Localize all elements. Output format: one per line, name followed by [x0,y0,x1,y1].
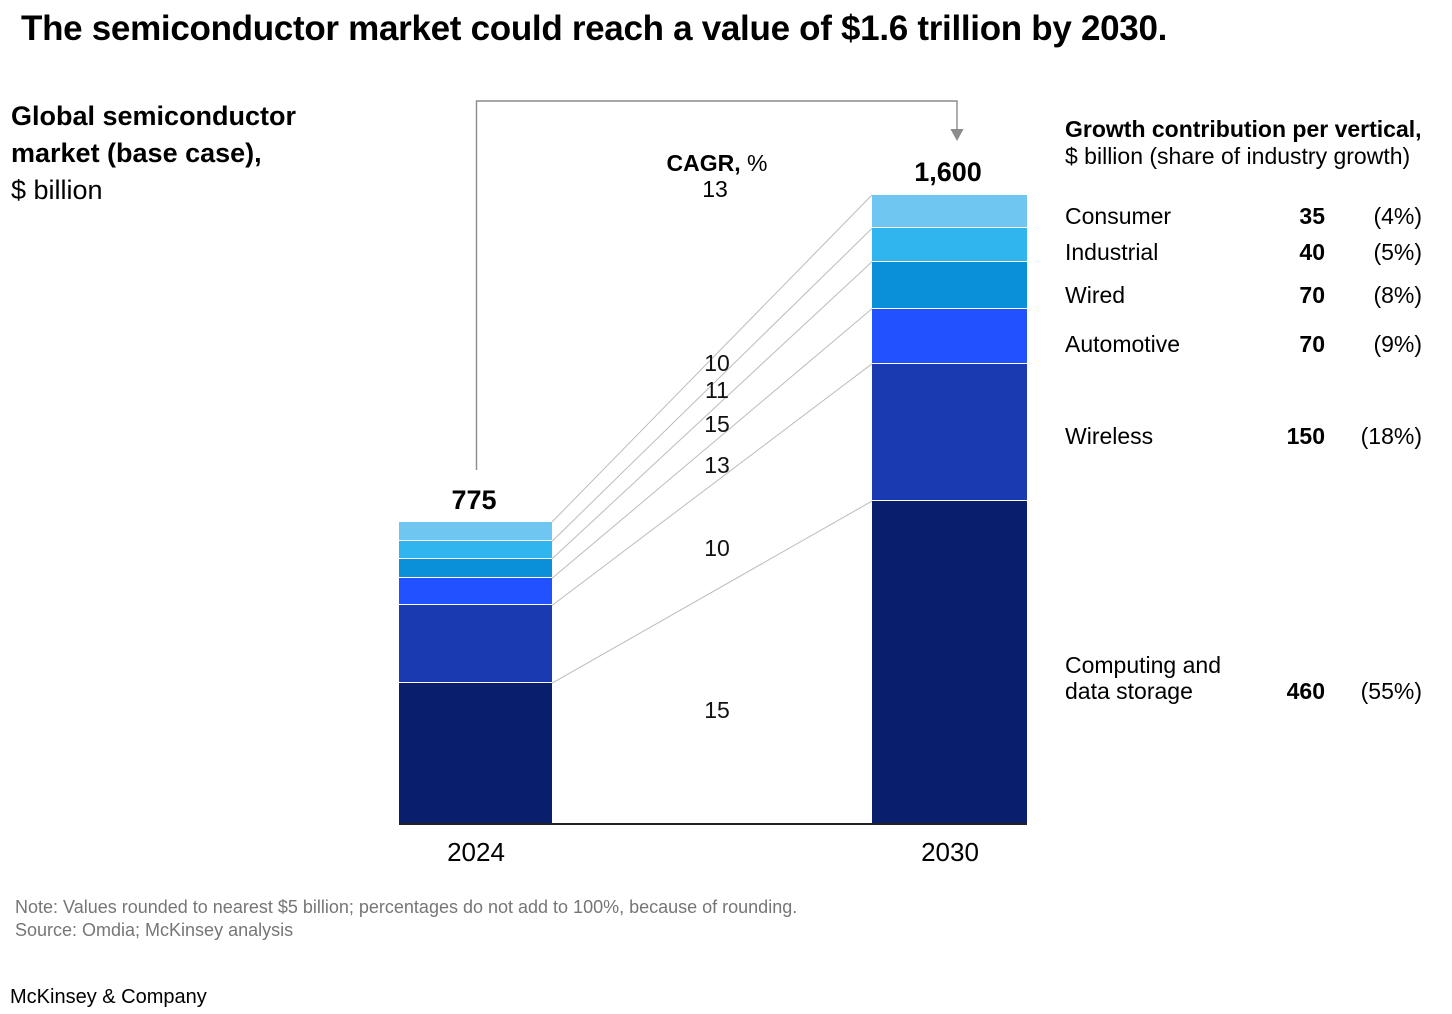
bar-2024-total: 775 [451,485,497,515]
segment-2030-industrial [872,228,1027,262]
segment-2024-industrial [399,541,552,559]
cagr-value-wired: 15 [704,411,730,437]
growth-row-industrial: Industrial 40 (5%) [1065,239,1422,265]
growth-arrow-head-icon [950,129,964,141]
connector-computing-and-data-storage [551,500,873,684]
growth-row-value: 70 [1299,331,1325,357]
x-axis-line [399,823,1027,825]
segment-2024-wireless [399,605,552,684]
growth-row-label: Wireless [1065,423,1154,449]
y-axis-title-line2: market (base case), [11,138,262,168]
growth-row-label: Wired [1065,282,1126,308]
stacked-bar-2024 [399,522,552,823]
segment-2030-computing-and-data-storage [872,501,1027,823]
cagr-value-wireless: 10 [704,535,730,561]
cagr-value-consumer: 10 [704,350,730,376]
segment-2030-consumer [872,195,1027,229]
y-axis-title-line3: $ billion [11,175,103,205]
cagr-header: CAGR, % [666,150,768,176]
growth-row-value: 150 [1286,423,1325,449]
growth-row-consumer: Consumer 35 (4%) [1065,203,1422,229]
growth-row-label: Consumer [1065,203,1172,229]
y-axis-title: Global semiconductor market (base case),… [11,98,296,209]
y-axis-title-line1: Global semiconductor [11,101,297,131]
growth-row-wired: Wired 70 (8%) [1065,282,1422,308]
growth-row-share: (18%) [1360,423,1422,449]
cagr-overall-value: 13 [702,176,728,202]
growth-row-label: Computing and data storage [1065,652,1221,704]
segment-2024-computing-and-data-storage [399,683,552,823]
growth-row-share: (8%) [1373,282,1422,308]
growth-row-computing-and-data-storage: Computing and data storage 460 (55%) [1065,652,1422,704]
segment-2030-wired [872,261,1027,309]
segment-2030-wireless [872,363,1027,502]
growth-row-value: 35 [1299,203,1325,229]
growth-row-value: 40 [1299,239,1325,265]
growth-row-share: (9%) [1373,331,1422,357]
segment-2024-consumer [399,522,552,542]
footnote: Note: Values rounded to nearest $5 billi… [15,897,798,917]
bar-2030-total: 1,600 [914,157,982,187]
cagr-value-automotive: 13 [704,452,730,478]
growth-row-label: Industrial [1065,239,1159,265]
growth-row-share: (4%) [1373,203,1422,229]
growth-row-automotive: Automotive 70 (9%) [1065,331,1422,357]
segment-2024-automotive [399,578,552,606]
growth-row-label: Automotive [1065,331,1181,357]
growth-row-value: 460 [1286,678,1325,704]
stacked-bar-2030 [872,195,1027,823]
growth-panel-header: Growth contribution per vertical, $ bill… [1065,116,1422,169]
growth-row-wireless: Wireless 150 (18%) [1065,423,1422,449]
segment-2024-wired [399,558,552,579]
page-title: The semiconductor market could reach a v… [21,9,1168,48]
segment-2030-automotive [872,308,1027,364]
brand-wordmark: McKinsey & Company [10,986,207,1008]
x-label-2024: 2024 [447,837,505,867]
growth-row-value: 70 [1299,282,1325,308]
x-label-2030: 2030 [921,837,979,867]
source-line: Source: Omdia; McKinsey analysis [15,920,294,940]
cagr-value-computing-and-data-storage: 15 [704,697,730,723]
cagr-value-industrial: 11 [705,377,729,403]
growth-row-share: (55%) [1360,678,1422,704]
growth-row-share: (5%) [1373,239,1422,265]
